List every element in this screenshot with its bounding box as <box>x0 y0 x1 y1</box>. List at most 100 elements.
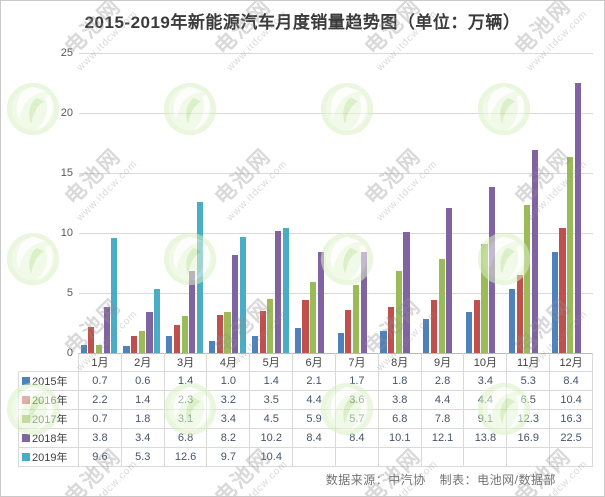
bar-group-11月 <box>507 53 550 353</box>
value-cell: 8.4 <box>293 429 336 448</box>
bar-2016年-2月 <box>131 336 138 353</box>
value-cell: 3.8 <box>79 429 122 448</box>
value-cell: 0.7 <box>79 372 122 391</box>
value-cell: 6.5 <box>507 391 551 410</box>
bar-2019年-5月 <box>282 228 289 353</box>
gridline <box>79 173 593 174</box>
value-cell: 12.3 <box>507 410 551 429</box>
bar-2017年-6月 <box>310 282 317 353</box>
value-cell: 8.2 <box>207 429 251 448</box>
month-header: 11月 <box>507 353 551 372</box>
value-cell: 12.6 <box>164 448 208 467</box>
bar-2017年-7月 <box>352 284 360 353</box>
bar-2017年-4月 <box>224 312 231 353</box>
bar-2018年-1月 <box>103 307 110 353</box>
legend-swatch <box>22 453 30 461</box>
value-cell: 8.4 <box>550 372 593 391</box>
value-cell <box>421 448 465 467</box>
bar-group-8月 <box>379 53 422 353</box>
value-cell: 10.4 <box>250 448 294 467</box>
bar-2016年-1月 <box>88 326 95 353</box>
bar-2017年-11月 <box>524 205 531 353</box>
value-cell: 3.4 <box>207 410 251 429</box>
value-cell: 5.9 <box>293 410 336 429</box>
value-cell: 4.4 <box>293 391 336 410</box>
value-cell: 3.6 <box>335 391 379 410</box>
bar-2017年-3月 <box>181 315 188 353</box>
value-cell: 1.8 <box>121 410 165 429</box>
y-axis-tick-label: 25 <box>60 47 73 59</box>
bar-2018年-5月 <box>274 230 282 353</box>
value-cell <box>507 448 551 467</box>
bar-2018年-9月 <box>446 207 453 353</box>
value-cell <box>464 448 508 467</box>
y-axis-tick-label: 0 <box>66 347 73 359</box>
bar-group-12月 <box>550 53 593 353</box>
bar-2015年-10月 <box>466 312 473 353</box>
bar-group-1月 <box>79 53 122 353</box>
bar-2019年-4月 <box>239 236 246 353</box>
value-cell: 4.4 <box>464 391 508 410</box>
bar-2018年-6月 <box>317 252 324 353</box>
value-cell: 16.9 <box>507 429 551 448</box>
legend-swatch <box>22 434 30 442</box>
value-cell: 1.4 <box>121 391 165 410</box>
bar-2015年-1月 <box>80 344 87 353</box>
gridline <box>79 293 593 294</box>
y-axis-tick-label: 20 <box>60 107 73 119</box>
bar-2015年-9月 <box>423 319 430 353</box>
legend-label: 2015年 <box>32 376 68 388</box>
value-cell <box>293 448 336 467</box>
value-cell: 3.4 <box>121 429 165 448</box>
bar-2016年-10月 <box>473 300 480 353</box>
bar-group-5月 <box>250 53 293 353</box>
bar-2018年-7月 <box>360 252 367 353</box>
bar-2018年-11月 <box>531 150 539 353</box>
bar-2015年-11月 <box>508 289 516 353</box>
month-header: 8月 <box>378 353 422 372</box>
legend-cell-2018年: 2018年 <box>18 429 79 448</box>
bar-group-7月 <box>336 53 379 353</box>
value-cell <box>550 448 593 467</box>
x-axis-line <box>79 353 593 354</box>
value-cell: 5.3 <box>507 372 551 391</box>
bar-2015年-8月 <box>380 331 387 353</box>
legend-cell-2017年: 2017年 <box>18 410 79 429</box>
bar-2019年-3月 <box>196 201 204 353</box>
value-cell: 1.4 <box>250 372 294 391</box>
legend-swatch <box>22 415 30 423</box>
value-cell: 10.2 <box>250 429 294 448</box>
y-axis-tick-label: 5 <box>66 287 73 299</box>
legend-swatch <box>22 377 30 385</box>
bar-2015年-6月 <box>294 327 301 353</box>
y-axis-tick-label: 15 <box>60 167 73 179</box>
value-cell: 2.1 <box>293 372 336 391</box>
bar-2015年-2月 <box>123 345 130 353</box>
month-header: 4月 <box>207 353 251 372</box>
bar-2017年-9月 <box>438 259 445 353</box>
value-cell: 9.7 <box>207 448 251 467</box>
bar-2016年-8月 <box>388 307 395 353</box>
value-cell: 6.8 <box>378 410 422 429</box>
value-cell: 5.7 <box>335 410 379 429</box>
value-cell: 3.8 <box>378 391 422 410</box>
chart-footer: 数据来源：中汽协 制表：电池网/数据部 <box>316 471 556 488</box>
value-cell: 7.8 <box>421 410 465 429</box>
bar-group-2月 <box>122 53 165 353</box>
month-header: 12月 <box>550 353 593 372</box>
value-cell: 2.8 <box>421 372 465 391</box>
legend-label: 2016年 <box>32 395 68 407</box>
bar-2016年-7月 <box>345 309 352 353</box>
bar-2017年-10月 <box>481 243 488 353</box>
bar-2015年-4月 <box>209 341 216 353</box>
value-cell: 6.8 <box>164 429 208 448</box>
month-header: 10月 <box>464 353 508 372</box>
bar-2018年-2月 <box>146 312 153 353</box>
bar-group-10月 <box>465 53 508 353</box>
value-cell: 0.7 <box>79 410 122 429</box>
month-header: 3月 <box>164 353 208 372</box>
bar-2018年-12月 <box>574 83 581 353</box>
bar-2015年-7月 <box>337 332 344 353</box>
month-header: 6月 <box>293 353 336 372</box>
